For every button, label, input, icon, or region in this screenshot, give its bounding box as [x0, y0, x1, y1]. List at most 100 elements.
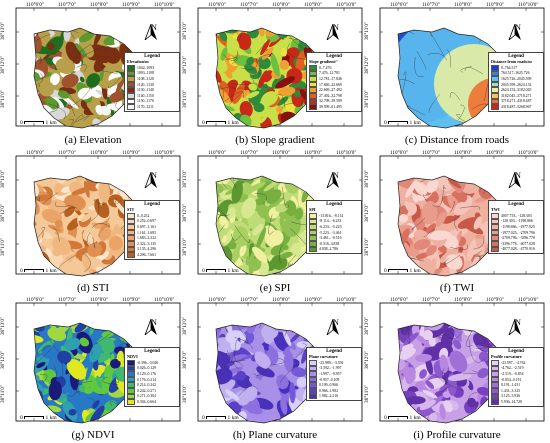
legend-item: -2709.796– -3396.778	[491, 235, 541, 241]
legend-label: 2045.599–2624.152	[501, 82, 532, 87]
map-legend: Legend Distance from roads/m 0–764.517 764.…	[488, 52, 544, 112]
longitude-label: 110°10'0"	[336, 2, 357, 8]
legend-item: 0–764.517	[491, 65, 541, 71]
panel-caption: (i) Profile curvature	[413, 429, 501, 441]
legend-label: 0–7.476	[319, 65, 332, 70]
longitude-label: 110°8'0"	[272, 2, 290, 8]
legend-item: 2.322–3.135	[127, 240, 177, 247]
legend-swatch	[491, 70, 499, 77]
panel-caption: (h) Plane curvature	[232, 429, 318, 441]
legend-swatch	[309, 387, 317, 394]
legend-label: -1198.866– -1977.025	[501, 224, 535, 229]
legend-swatch	[491, 371, 499, 377]
legend-swatch	[127, 224, 135, 230]
legend-item: 5.936–14.720	[491, 399, 541, 405]
panel-caption: (b) Slope gradient	[235, 134, 315, 146]
map-panel-c: 110°6'0" 110°7'0" 110°8'0" 110°9'0" 110°10'0…	[364, 2, 546, 148]
legend-label: -1.997– -0.957	[319, 371, 342, 376]
legend-item: -8.114– -6.233	[309, 218, 359, 225]
legend-swatch	[491, 65, 499, 71]
legend-swatch	[491, 376, 499, 383]
legend-swatch	[127, 213, 135, 219]
north-arrow-icon: N	[326, 172, 346, 198]
legend-item: -0.396– 0.026	[127, 360, 177, 366]
legend-item: -0.957–0.109	[309, 376, 359, 383]
legend-item: 3.125–5.936	[491, 393, 541, 400]
legend-label: 1093–1108	[137, 71, 154, 76]
legend-item: 1150–1170	[127, 98, 177, 105]
legend-label: 764.517–1625.726	[501, 71, 530, 76]
legend-label: 0.697–1.161	[137, 224, 156, 229]
longitude-label: 110°8'0"	[90, 2, 108, 8]
map-panel-a: 110°6'0" 110°7'0" 110°8'0" 110°9'0" 110°10'0…	[0, 2, 182, 148]
legend-swatch	[309, 87, 317, 93]
legend-swatch	[309, 240, 317, 247]
legend-label: -8.114– -6.233	[319, 219, 342, 224]
legend-label: 1042–1093	[137, 65, 155, 70]
legend-title: Legend	[326, 202, 342, 207]
legend-swatch	[309, 229, 317, 236]
longitude-label: 110°6'0"	[390, 297, 408, 303]
legend-item: 0.252–0.697	[127, 218, 177, 225]
latitude-label: 38°11'0"	[363, 385, 370, 403]
legend-label: 7.476–12.781	[319, 71, 340, 76]
legend-item: 2624.152–3182.045	[491, 87, 541, 93]
map-canvas	[197, 302, 363, 424]
longitude-label: 110°9'0"	[122, 2, 140, 8]
legend-label: 1120–1130	[137, 82, 154, 87]
legend-label: 32.798–39.599	[319, 99, 342, 104]
latitude-label: 38°12'0"	[182, 350, 189, 370]
legend-subtitle: Slope gradient/°	[309, 59, 338, 64]
legend-swatch	[491, 92, 499, 99]
longitude-label: 110°10'0"	[154, 297, 175, 303]
legend-label: -0.957–0.109	[319, 377, 340, 382]
legend-item: 7.476–12.781	[309, 70, 359, 77]
longitude-label: 110°7'0"	[240, 2, 258, 8]
legend-label: 1108–1120	[137, 76, 154, 81]
longitude-label: 110°6'0"	[208, 150, 226, 156]
legend-item: 3182.045–3718.271	[491, 92, 541, 99]
legend-title: Legend	[144, 349, 160, 354]
legend-item: 1120–1130	[127, 81, 177, 88]
legend-subtitle: Profile curvature	[491, 354, 522, 359]
scale-bar: 0 1 km	[20, 415, 57, 421]
longitude-label: 110°8'0"	[454, 297, 472, 303]
legend-swatch	[127, 98, 135, 105]
scale-bar: 0 1 km	[202, 120, 239, 126]
legend-label: 22.669–27.492	[319, 88, 342, 93]
map-panel-d: 110°6'0" 110°7'0" 110°8'0" 110°9'0" 110°10'0…	[0, 150, 182, 296]
legend-swatch	[309, 70, 317, 77]
legend-title: Legend	[508, 54, 524, 59]
legend-label: -0.854–0.191	[501, 377, 522, 382]
longitude-label: 110°7'0"	[58, 2, 76, 8]
legend-swatch	[309, 360, 317, 366]
legend-label: -5.223– -3.461	[319, 230, 342, 235]
legend-label: -13.816– -8.114	[319, 213, 344, 218]
legend-label: 0.966–1.982	[319, 388, 338, 393]
legend-swatch	[491, 81, 499, 88]
legend-item: -3396.778– -4077.028	[491, 240, 541, 247]
legend-swatch	[309, 76, 317, 82]
legend-label: 4.838–2.786	[319, 247, 338, 252]
legend-label: 0.252–0.697	[137, 219, 156, 224]
scale-bar: 0 1 km	[202, 415, 239, 421]
longitude-label: 110°7'0"	[240, 297, 258, 303]
legend-label: -0.396– 0.026	[137, 360, 159, 365]
legend-swatch	[309, 65, 317, 71]
legend-item: 0.214–0.242	[127, 382, 177, 388]
legend-swatch	[127, 252, 135, 258]
legend-item: -4077.028– -4770.916	[491, 246, 541, 253]
legend-swatch	[309, 213, 317, 219]
legend-swatch	[491, 224, 499, 230]
legend-label: -4077.028– -4770.916	[501, 247, 535, 252]
legend-item: 3718.271–4318.487	[491, 98, 541, 105]
legend-item: 0.304–0.664	[127, 399, 177, 405]
legend-item: 32.798–39.599	[309, 98, 359, 105]
legend-item: -3.461– -0.516	[309, 235, 359, 241]
legend-label: -3396.778– -4077.028	[501, 241, 535, 246]
map-legend: Legend Elevation/m 1042–1093 1093–1108 1108–…	[124, 52, 180, 112]
north-arrow-icon: N	[326, 24, 346, 50]
legend-swatch	[491, 360, 499, 366]
legend-swatch	[491, 393, 499, 400]
legend-swatch	[309, 376, 317, 383]
